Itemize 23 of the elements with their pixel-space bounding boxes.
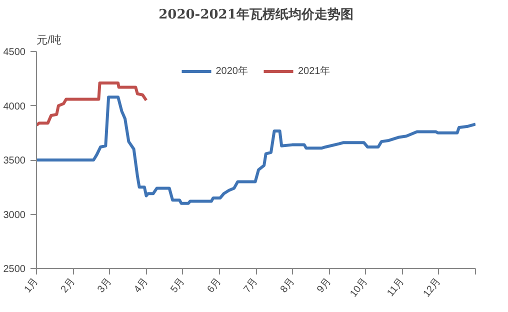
y-tick-label: 4500 [3, 47, 26, 58]
line-series [36, 81, 148, 127]
x-tick-label: 4月 [132, 276, 151, 296]
chart-title: 2020-2021年瓦楞纸均价走势图 [158, 6, 354, 22]
x-tick-label: 2月 [59, 276, 78, 296]
x-tick-label: 5月 [168, 276, 188, 296]
x-tick-label: 11月 [385, 276, 407, 299]
y-axis-title: 元/吨 [36, 34, 62, 46]
x-tick-label: 12月 [421, 276, 444, 300]
legend-label: 2020年 [216, 65, 248, 78]
y-tick-label: 2500 [3, 264, 26, 275]
y-tick-label: 3500 [3, 156, 26, 166]
legend-label: 2021年 [298, 65, 330, 78]
x-tick-label: 9月 [315, 276, 334, 296]
y-tick-label: 4000 [3, 101, 26, 112]
x-tick-label: 3月 [96, 276, 114, 296]
line-series [36, 96, 476, 205]
x-tick-label: 1月 [22, 276, 41, 296]
x-tick-label: 7月 [242, 276, 260, 296]
y-tick-label: 3000 [3, 210, 26, 221]
x-tick-label: 8月 [278, 276, 297, 296]
x-tick-label: 10月 [348, 276, 370, 300]
x-tick-label: 6月 [205, 276, 224, 296]
